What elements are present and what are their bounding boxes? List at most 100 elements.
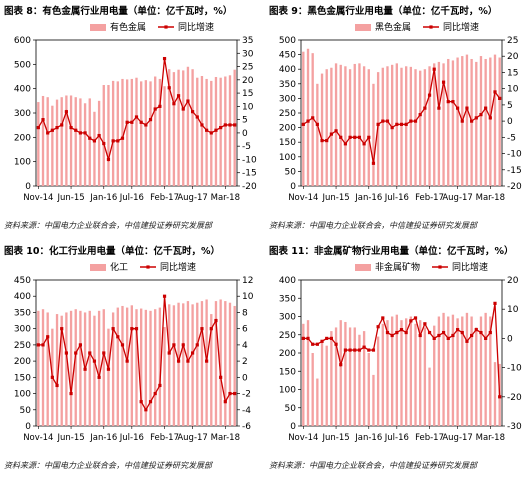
line-marker	[460, 119, 464, 123]
y2-tick-label: -10	[507, 364, 522, 374]
y2-tick-label: 12	[242, 276, 253, 286]
line-marker	[219, 375, 223, 379]
y2-tick-label: -20	[242, 182, 257, 192]
bar	[224, 76, 227, 186]
bar	[154, 309, 157, 426]
line-marker	[474, 328, 478, 332]
y2-tick-label: 10	[242, 292, 254, 302]
bar	[362, 66, 366, 186]
legend-line-marker	[164, 25, 168, 29]
bar	[172, 72, 176, 186]
line-marker	[46, 131, 50, 135]
line-marker	[74, 351, 78, 355]
y-tick-label: 200	[279, 124, 296, 134]
y-tick-label: 250	[279, 331, 296, 341]
line-marker	[315, 342, 319, 346]
line-marker	[404, 122, 408, 126]
bar	[135, 309, 138, 426]
line-marker	[465, 106, 469, 110]
bar	[177, 302, 180, 426]
line-marker	[390, 333, 394, 338]
bar	[479, 56, 483, 187]
line-marker	[432, 67, 436, 71]
line-marker	[55, 126, 59, 130]
x-tick-label: Aug-17	[442, 193, 472, 203]
line-marker	[460, 330, 464, 335]
y-tick-label: 350	[279, 294, 296, 304]
x-tick-label: Jun-15	[56, 193, 84, 203]
line-marker	[353, 135, 357, 139]
bar	[88, 98, 91, 186]
line-marker	[418, 333, 422, 338]
bar	[154, 76, 157, 186]
line-marker	[205, 128, 209, 132]
x-tick-label: Feb-17	[150, 433, 179, 443]
bar	[65, 95, 68, 186]
line-marker	[139, 120, 143, 124]
bar	[93, 315, 96, 426]
line-marker	[484, 106, 488, 110]
y2-tick-label: 5	[242, 116, 248, 126]
x-tick-label: Jun-15	[321, 193, 349, 203]
bar	[423, 69, 427, 186]
x-tick-label: Jan-16	[89, 193, 117, 203]
x-tick-label: Jul-16	[384, 193, 409, 203]
line-marker	[134, 115, 139, 119]
chart-title: 图表 9：黑色金属行业用电量（单位：亿千瓦时，%）	[269, 6, 498, 17]
y-tick-label: 100	[279, 153, 296, 163]
bar	[316, 378, 319, 426]
line-marker	[498, 96, 502, 100]
bar	[390, 64, 394, 186]
line-marker	[176, 94, 181, 98]
y2-tick-label: 8	[242, 308, 248, 318]
line-marker	[367, 135, 371, 139]
y-tick-label: 450	[279, 51, 296, 61]
line-marker	[376, 325, 380, 329]
bar	[107, 328, 110, 426]
line-marker	[399, 122, 404, 126]
line-marker	[427, 330, 432, 335]
line-marker	[102, 351, 106, 355]
chart-source: 资料来源：中国电力企业联合会，中信建投证券研究发展部	[4, 221, 212, 230]
line-marker	[376, 122, 380, 126]
bar	[140, 81, 143, 186]
bar	[65, 312, 68, 426]
bar	[433, 63, 436, 186]
bar	[390, 316, 394, 426]
bar	[320, 73, 324, 186]
bar	[362, 331, 366, 426]
bar	[409, 66, 413, 186]
x-tick-label: Aug-17	[177, 193, 207, 203]
x-tick-label: Nov-14	[288, 433, 318, 443]
bar	[60, 315, 63, 426]
line-marker	[97, 375, 101, 379]
y2-tick-label: 35	[242, 36, 253, 46]
bar	[158, 78, 162, 186]
y2-tick-label: 15	[242, 89, 253, 99]
bar	[437, 316, 441, 426]
y-tick-label: 300	[14, 325, 31, 335]
bar	[419, 320, 422, 426]
y2-tick-label: 10	[507, 305, 519, 315]
bar	[339, 320, 342, 426]
bar	[386, 66, 389, 186]
line-marker	[423, 322, 427, 326]
x-tick-label: Jun-15	[56, 433, 84, 443]
y2-tick-label: -4	[242, 406, 251, 416]
x-tick-label: Jun-15	[321, 433, 349, 443]
bar	[37, 102, 40, 186]
bar	[348, 69, 352, 186]
bar	[172, 305, 176, 426]
line-marker	[441, 80, 446, 84]
line-marker	[362, 345, 366, 349]
bar	[130, 78, 133, 186]
y2-tick-label: 10	[242, 102, 254, 112]
line-marker	[102, 141, 106, 146]
bar	[405, 318, 408, 426]
bar	[348, 327, 352, 426]
bar	[428, 367, 431, 426]
line-marker	[371, 348, 376, 352]
line-marker	[465, 339, 469, 343]
line-marker	[36, 343, 40, 347]
y-tick-label: 400	[279, 65, 296, 75]
